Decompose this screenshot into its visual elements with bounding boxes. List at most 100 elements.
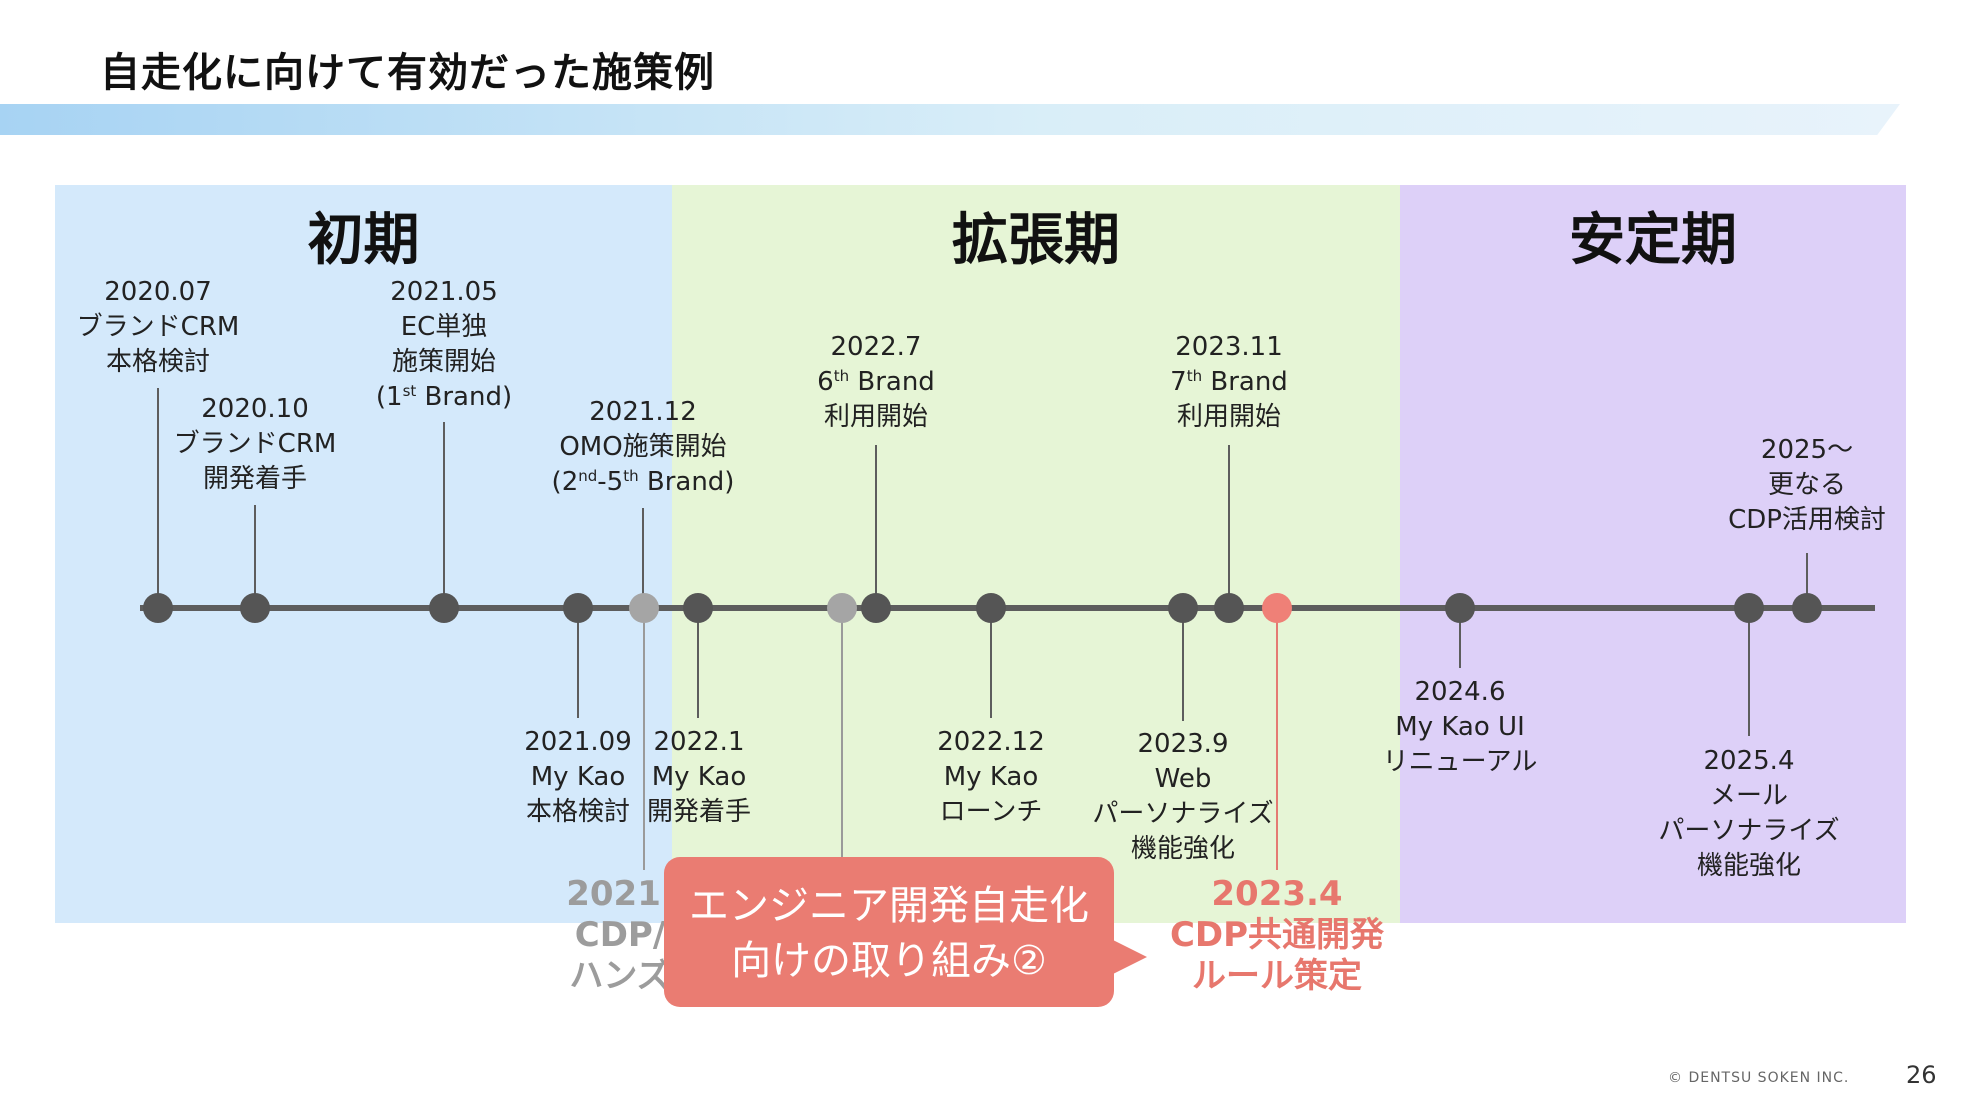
event-stem: [990, 608, 992, 718]
page-title: 自走化に向けて有効だった施策例: [100, 50, 715, 96]
event-text: 施策開始: [391, 347, 496, 377]
event-stem: [254, 505, 256, 608]
event-dot: [976, 593, 1006, 623]
callout-text: エンジニア開発自走化 向けの取り組み②: [664, 879, 1114, 989]
event-text: 7th Brand: [1170, 367, 1288, 397]
event-stem: [1459, 608, 1461, 668]
event-text: EC単独: [400, 312, 488, 342]
event-dot: [563, 593, 593, 623]
event-text: リニューアル: [1382, 747, 1538, 777]
event-date: 2022.7: [830, 332, 922, 362]
event-date: 2020.07: [104, 277, 212, 307]
event-label-2022-1: 2022.1 My Kao 開発着手: [647, 725, 751, 830]
event-dot: [1445, 593, 1475, 623]
event-text: Web: [1154, 764, 1212, 794]
event-date: 2023.4: [1211, 874, 1343, 914]
event-text: 本格検討: [525, 797, 630, 827]
event-text: My Kao: [651, 762, 747, 792]
event-stem: [1748, 608, 1750, 736]
event-stem-muted: [643, 608, 645, 870]
event-stem: [697, 608, 699, 718]
event-text: CDP/: [574, 915, 666, 955]
event-label-2021-muted: 2021. CDP/ ハンズ: [566, 874, 674, 997]
event-date: 2022.12: [937, 727, 1045, 757]
event-date: 2021.09: [524, 727, 632, 757]
event-text: My Kao UI: [1395, 712, 1525, 742]
event-dot: [1214, 593, 1244, 623]
phase-stable: 安定期: [1400, 185, 1906, 923]
event-label-2020-07: 2020.07 ブランドCRM 本格検討: [77, 275, 240, 380]
page-number: 26: [1906, 1061, 1937, 1089]
event-label-2024-6: 2024.6 My Kao UI リニューアル: [1383, 675, 1538, 780]
event-text: パーソナライズ: [1092, 799, 1274, 829]
event-label-2025: 2025～ 更なる CDP活用検討: [1728, 433, 1886, 538]
event-text: ブランドCRM: [76, 312, 240, 342]
callout-line: エンジニア開発自走化: [689, 883, 1089, 929]
event-text: ローンチ: [939, 797, 1043, 827]
phase-expansion: 拡張期: [672, 185, 1400, 923]
event-dot-muted: [629, 593, 659, 623]
event-text: CDP活用検討: [1728, 505, 1886, 535]
event-text: ルール策定: [1192, 956, 1362, 996]
copyright: © DENTSU SOKEN INC.: [1668, 1070, 1850, 1086]
callout-line: 向けの取り組み②: [731, 938, 1047, 984]
event-text: 6th Brand: [817, 367, 935, 397]
event-text: 開発着手: [646, 797, 752, 827]
event-text: メール: [1709, 781, 1789, 811]
event-text: OMO施策開始: [559, 432, 727, 462]
event-date: 2023.11: [1175, 332, 1283, 362]
event-text: 本格検討: [105, 347, 210, 377]
event-label-2021-12: 2021.12 OMO施策開始 (2nd-5th Brand): [552, 395, 735, 500]
event-text: パーソナライズ: [1658, 816, 1840, 846]
event-text: My Kao: [943, 762, 1039, 792]
event-text: 機能強化: [1696, 851, 1802, 881]
event-dot: [861, 593, 891, 623]
event-stem: [642, 508, 644, 608]
event-date: 2022.1: [653, 727, 745, 757]
event-date: 2021.: [566, 874, 674, 914]
event-stem: [157, 388, 159, 608]
event-dot: [143, 593, 173, 623]
event-text: 利用開始: [823, 402, 928, 432]
event-stem: [875, 445, 877, 608]
event-dot: [1792, 593, 1822, 623]
event-date: 2020.10: [201, 394, 309, 424]
event-text: (2nd-5th Brand): [551, 467, 735, 497]
event-text: 利用開始: [1176, 402, 1281, 432]
event-dot: [1168, 593, 1198, 623]
event-text: My Kao: [530, 762, 626, 792]
event-text: 開発着手: [202, 464, 307, 494]
event-text: ハンズ: [569, 956, 671, 996]
callout-pointer: [1113, 940, 1147, 974]
phase-label-stable: 安定期: [1569, 208, 1737, 273]
event-label-2023-4: 2023.4 CDP共通開発 ルール策定: [1170, 874, 1384, 997]
event-dot-highlight: [1262, 593, 1292, 623]
event-label-2022-7: 2022.7 6th Brand 利用開始: [817, 330, 935, 435]
event-label-2021-09: 2021.09 My Kao 本格検討: [524, 725, 632, 830]
event-text: 更なる: [1767, 470, 1847, 500]
event-date: 2023.9: [1137, 729, 1229, 759]
event-stem: [1228, 445, 1230, 608]
event-label-2021-05: 2021.05 EC単独 施策開始 (1st Brand): [376, 275, 512, 415]
event-stem-highlight: [1276, 608, 1278, 870]
event-date: 2021.05: [390, 277, 498, 307]
event-text: (1st Brand): [375, 382, 513, 412]
event-stem: [1182, 608, 1184, 721]
event-text: ブランドCRM: [173, 429, 337, 459]
event-date: 2025.4: [1703, 746, 1795, 776]
event-dot: [683, 593, 713, 623]
phase-label-expansion: 拡張期: [952, 208, 1120, 273]
event-stem-muted: [841, 608, 843, 870]
event-text: 機能強化: [1130, 834, 1236, 864]
phase-label-initial: 初期: [307, 208, 420, 273]
event-dot: [429, 593, 459, 623]
event-dot: [1734, 593, 1764, 623]
event-date: 2025～: [1760, 435, 1854, 465]
title-accent-bar: [0, 104, 1900, 135]
timeline-axis: [140, 605, 1875, 611]
event-dot-muted: [827, 593, 857, 623]
event-stem: [443, 422, 445, 608]
event-label-2023-11: 2023.11 7th Brand 利用開始: [1170, 330, 1288, 435]
event-label-2023-9: 2023.9 Web パーソナライズ 機能強化: [1092, 727, 1273, 867]
callout-box: エンジニア開発自走化 向けの取り組み②: [664, 857, 1114, 1007]
